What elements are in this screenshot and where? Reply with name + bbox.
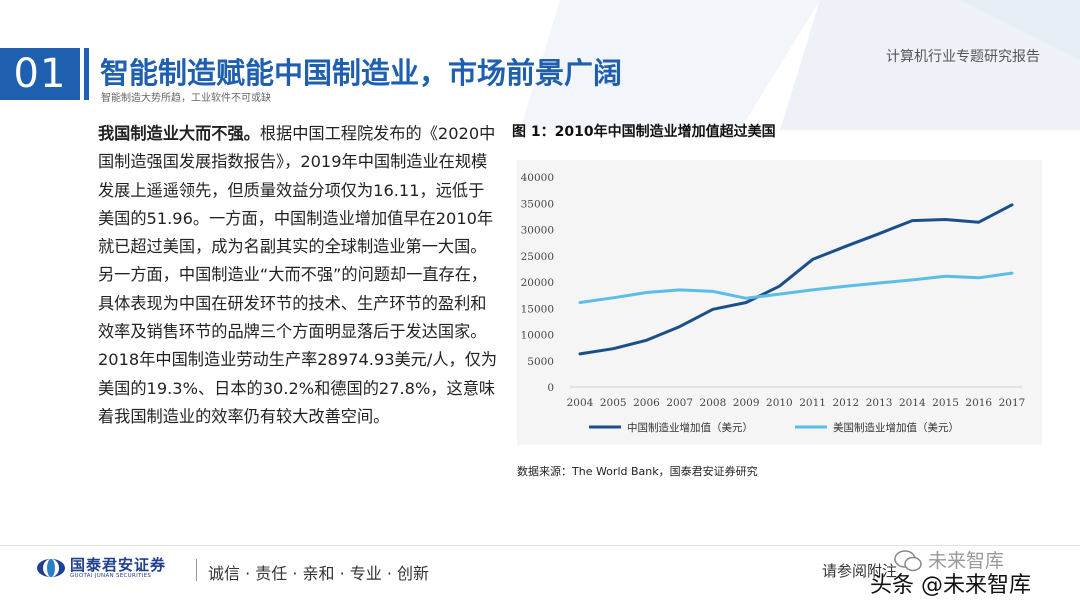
logo-company-cn: 国泰君安证券 [70,556,167,574]
y-tick-label: 40000 [521,172,554,184]
section-divider [84,48,89,100]
y-tick-label: 30000 [521,225,554,237]
series-line-1 [578,203,1014,356]
x-tick-label: 2014 [899,397,926,409]
x-tick-label: 2015 [932,397,959,409]
wechat-icon [894,550,922,572]
x-tick-label: 2013 [866,397,893,409]
series-line-2 [578,271,1014,304]
watermark-top: 未来智库 [928,550,1005,572]
footer-slogan: 诚信 · 责任 · 亲和 · 专业 · 创新 [208,564,430,583]
y-tick-label: 20000 [521,277,554,289]
x-tick-label: 2006 [633,397,660,409]
chart-area: 0 5000 10000 15000 20000 25000 30000 35000 40000… [517,160,1042,445]
x-tick-label: 2010 [766,397,793,409]
line-chart: 0 5000 10000 15000 20000 25000 30000 35000 40000… [521,172,1026,434]
footer-divider [0,545,1080,546]
y-tick-label: 10000 [521,330,554,342]
body-lead: 我国制造业大而不强。 [98,124,260,143]
page-subtitle: 智能制造大势所趋，工业软件不可或缺 [101,93,271,104]
company-logo: 国泰君安证券 GUOTAI JUNAN SECURITIES [36,557,166,579]
body-text: 根据中国工程院发布的《2020中国制造强国发展指数报告》，2019年中国制造业在… [98,124,498,426]
y-tick-label: 0 [547,382,554,394]
body-paragraph: 我国制造业大而不强。根据中国工程院发布的《2020中国制造强国发展指数报告》，2… [98,120,498,431]
source-note: 数据来源：The World Bank，国泰君安证券研究 [517,465,758,478]
page-title: 智能制造赋能中国制造业，市场前景广阔 [100,56,623,90]
report-label: 计算机行业专题研究报告 [886,49,1040,65]
watermark-bottom: 头条 @未来智库 [870,573,1031,598]
section-number: 01 [0,48,80,100]
x-tick-label: 2005 [600,397,627,409]
x-tick-label: 2004 [567,397,594,409]
x-tick-label: 2016 [965,397,992,409]
x-tick-label: 2008 [700,397,727,409]
x-tick-label: 2009 [733,397,760,409]
legend-label-2: 美国制造业增加值（美元） [833,421,959,434]
chart-title: 图 1：2010年中国制造业增加值超过美国 [512,124,776,140]
x-tick-label: 2012 [832,397,859,409]
x-tick-label: 2007 [666,397,693,409]
header-decoration [520,0,1080,130]
logo-company-en: GUOTAI JUNAN SECURITIES [70,573,152,579]
x-tick-label: 2011 [799,397,826,409]
y-tick-label: 35000 [521,198,554,210]
y-tick-label: 15000 [521,303,554,315]
logo-emblem-icon [37,559,65,577]
footer-separator [196,559,197,581]
y-tick-label: 5000 [527,356,554,368]
footer-note: 请参阅附注 [822,562,898,580]
legend-label-1: 中国制造业增加值（美元） [627,421,753,434]
y-tick-label: 25000 [521,251,554,263]
x-tick-label: 2017 [999,397,1026,409]
